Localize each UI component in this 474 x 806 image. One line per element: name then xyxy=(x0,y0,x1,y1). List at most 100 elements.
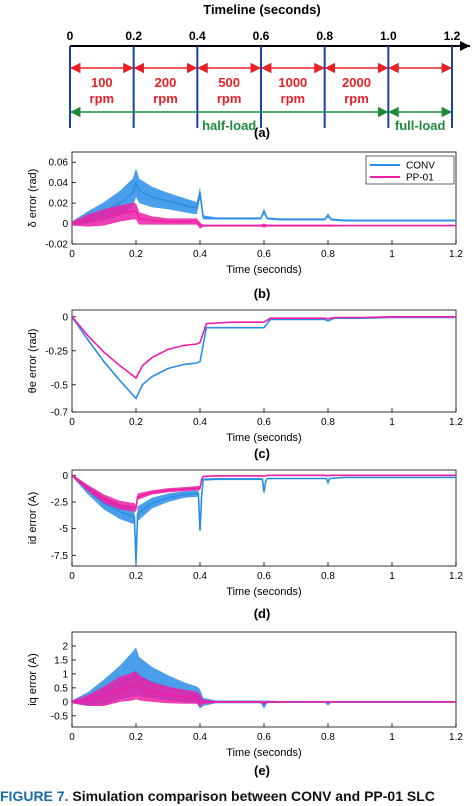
panel-label: (c) xyxy=(254,446,270,461)
panel-label: (b) xyxy=(254,286,271,301)
x-tick-label: 0 xyxy=(69,571,75,582)
y-tick-label: -2.5 xyxy=(51,498,69,509)
x-axis-label: Time (seconds) xyxy=(226,432,301,444)
x-tick-label: 0.8 xyxy=(321,732,335,743)
panel-label-a: (a) xyxy=(254,125,270,140)
y-axis-label: iq error (A) xyxy=(27,653,39,706)
x-tick-label: 0.6 xyxy=(257,249,271,260)
speed-value-label: 500 xyxy=(218,75,240,90)
x-tick-label: 0.8 xyxy=(321,571,335,582)
y-tick-label: -5 xyxy=(59,524,68,535)
x-tick-label: 1 xyxy=(389,571,395,582)
series-line-conv xyxy=(72,474,456,563)
y-tick-label: 0 xyxy=(62,219,68,230)
speed-unit-label: rpm xyxy=(281,91,306,106)
speed-unit-label: rpm xyxy=(153,91,178,106)
series-line-pp-01 xyxy=(72,474,456,510)
legend-label: PP-01 xyxy=(406,173,434,184)
plot-area xyxy=(72,474,456,566)
legend-box xyxy=(365,155,455,185)
x-tick-label: 0.6 xyxy=(257,417,271,428)
figure-caption-text: Simulation comparison between CONV and P… xyxy=(72,788,435,804)
x-axis-label: Time (seconds) xyxy=(226,586,301,598)
panel-label: (d) xyxy=(254,606,271,621)
x-tick-label: 0 xyxy=(69,249,75,260)
speed-unit-label: rpm xyxy=(344,91,369,106)
plot-area xyxy=(72,316,456,400)
x-tick-label: 0.6 xyxy=(257,732,271,743)
legend-label: CONV xyxy=(406,161,435,172)
x-tick-label: 0.4 xyxy=(193,417,207,428)
x-tick-label: 0.4 xyxy=(193,571,207,582)
y-tick-label: -7.5 xyxy=(51,551,69,562)
x-tick-label: 0.4 xyxy=(193,249,207,260)
speed-value-label: 200 xyxy=(155,75,177,90)
x-tick-label: 1.2 xyxy=(449,249,463,260)
x-tick-label: 0 xyxy=(69,732,75,743)
x-tick-label: 1.2 xyxy=(449,571,463,582)
timeline-tick-label: 1.0 xyxy=(380,29,397,43)
series-band-pp-01 xyxy=(72,671,456,707)
x-tick-label: 0.6 xyxy=(257,571,271,582)
x-tick-label: 1.2 xyxy=(449,732,463,743)
plot-frame xyxy=(71,309,457,413)
id-error-plot: 0 0.2 0.4 0.6 0.8 1 1.2 -7.5 -5 -2.5 0 Time (second… xyxy=(27,469,463,621)
y-tick-label: -0.02 xyxy=(45,240,68,251)
y-tick-label: 0.5 xyxy=(54,683,68,694)
y-tick-label: -0.5 xyxy=(51,711,69,722)
timeline-arrowhead xyxy=(460,41,470,51)
timeline-tick-label: 0.4 xyxy=(189,29,206,43)
y-tick-label: 1.5 xyxy=(54,655,68,666)
speed-value-label: 1000 xyxy=(278,75,307,90)
timeline-title: Timeline (seconds) xyxy=(203,2,321,17)
timeline-tick-label: 0.6 xyxy=(253,29,270,43)
plot-area xyxy=(72,647,456,709)
series-line-conv xyxy=(72,180,456,225)
series-line-pp-01 xyxy=(72,684,456,705)
y-tick-label: 1 xyxy=(62,669,68,680)
x-tick-label: 0.2 xyxy=(129,249,143,260)
y-tick-label: 2 xyxy=(62,641,68,652)
plot-area xyxy=(72,168,456,229)
y-tick-label: 0 xyxy=(62,697,68,708)
x-tick-label: 0 xyxy=(69,417,75,428)
timeline-tick-label: 1.2 xyxy=(444,29,461,43)
speed-unit-label: rpm xyxy=(90,91,115,106)
y-axis-label: δ error (rad) xyxy=(27,169,39,228)
timeline-diagram: Timeline (seconds) 0 0.2 0.4 0.6 0.8 1.0 1.2 10… xyxy=(67,2,470,140)
y-tick-label: -0.7 xyxy=(51,408,69,419)
timeline-tick-label: 0.2 xyxy=(125,29,142,43)
x-tick-label: 1 xyxy=(389,732,395,743)
delta-error-plot: 0 0.2 0.4 0.6 0.8 1 1.2-0.0200.020.040.06Time … xyxy=(27,151,463,301)
x-axis-label: Time (seconds) xyxy=(226,747,301,759)
y-tick-label: 0 xyxy=(62,471,68,482)
y-tick-label: 0.06 xyxy=(49,158,69,169)
figure-caption: FIGURE 7. Simulation comparison between … xyxy=(0,786,474,806)
x-tick-label: 0.2 xyxy=(129,417,143,428)
x-tick-label: 1 xyxy=(389,249,395,260)
x-tick-label: 1 xyxy=(389,417,395,428)
timeline-tick-label: 0.8 xyxy=(316,29,333,43)
series-line-pp-01 xyxy=(72,210,456,227)
y-tick-label: -0.5 xyxy=(51,380,69,391)
load-label: half-load xyxy=(202,118,256,133)
y-tick-label: 0 xyxy=(62,312,68,323)
x-tick-label: 0.4 xyxy=(193,732,207,743)
x-tick-label: 1.2 xyxy=(449,417,463,428)
x-tick-label: 0.2 xyxy=(129,571,143,582)
y-axis-label: θe error (rad) xyxy=(27,329,39,394)
y-tick-label: -0.25 xyxy=(45,346,68,357)
x-tick-label: 0.8 xyxy=(321,417,335,428)
y-tick-label: 0.04 xyxy=(49,178,69,189)
panel-label: (e) xyxy=(254,763,270,778)
speed-value-label: 2000 xyxy=(342,75,371,90)
x-tick-label: 0.8 xyxy=(321,249,335,260)
load-label: full-load xyxy=(395,118,446,133)
series-line-pp-01 xyxy=(72,316,456,380)
x-tick-label: 0.2 xyxy=(129,732,143,743)
speed-unit-label: rpm xyxy=(217,91,242,106)
x-axis-label: Time (seconds) xyxy=(226,264,301,276)
